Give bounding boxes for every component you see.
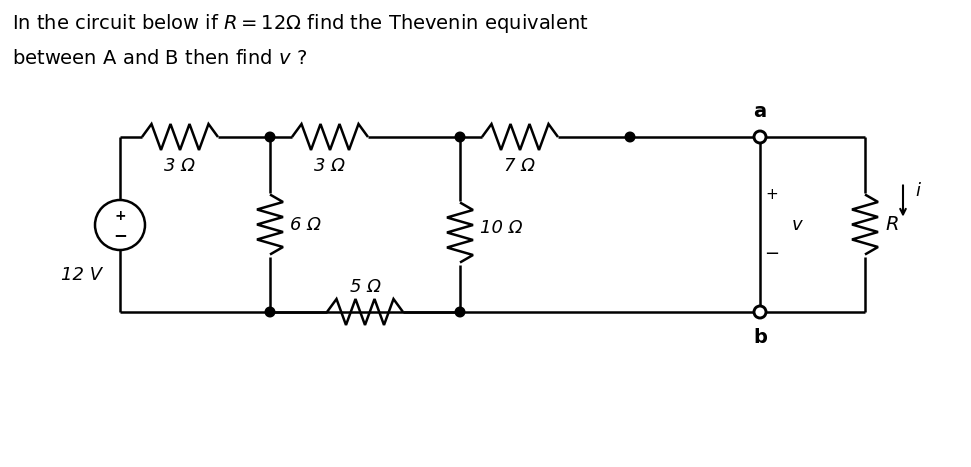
Text: R: R xyxy=(885,215,898,234)
Text: b: b xyxy=(753,328,767,347)
Text: In the circuit below if $R = 12\Omega$ find the Thevenin equivalent: In the circuit below if $R = 12\Omega$ f… xyxy=(12,12,588,35)
Text: +: + xyxy=(115,209,126,223)
Circle shape xyxy=(455,132,465,142)
Text: 6 Ω: 6 Ω xyxy=(290,215,321,234)
Circle shape xyxy=(754,306,766,318)
Text: a: a xyxy=(753,102,766,121)
Text: 3 Ω: 3 Ω xyxy=(164,157,195,175)
Text: $v$: $v$ xyxy=(791,215,804,234)
Text: between A and B then find $v$ ?: between A and B then find $v$ ? xyxy=(12,49,307,68)
Text: −: − xyxy=(764,246,780,263)
Circle shape xyxy=(625,132,635,142)
Text: 7 Ω: 7 Ω xyxy=(505,157,535,175)
Text: 3 Ω: 3 Ω xyxy=(315,157,346,175)
Circle shape xyxy=(455,307,465,317)
Text: 10 Ω: 10 Ω xyxy=(480,219,522,236)
Text: $i$: $i$ xyxy=(915,182,921,199)
Text: −: − xyxy=(113,226,127,244)
Circle shape xyxy=(265,307,275,317)
Text: 5 Ω: 5 Ω xyxy=(350,278,381,296)
Text: +: + xyxy=(765,187,779,202)
Circle shape xyxy=(265,132,275,142)
Circle shape xyxy=(754,131,766,143)
Text: 12 V: 12 V xyxy=(61,266,103,284)
